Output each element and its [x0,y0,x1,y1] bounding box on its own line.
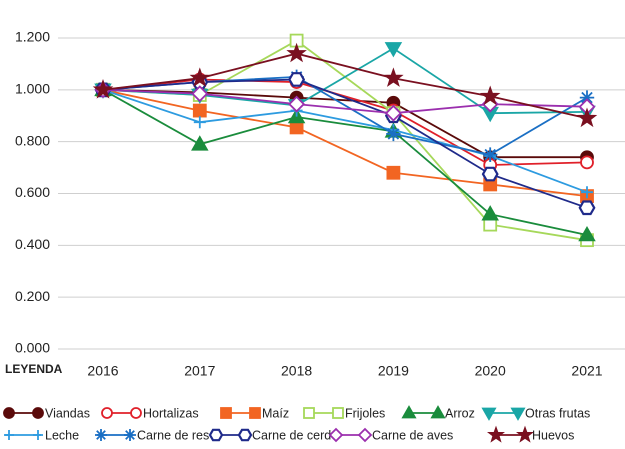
y-tick-label: 1.200 [15,29,50,45]
series-line [102,78,588,209]
marker [328,427,344,443]
marker [481,407,497,421]
legend-label: Carne de res [137,428,209,442]
series-line [102,52,588,120]
x-tick-label: 2017 [184,363,215,379]
legend-label: Leche [45,428,79,442]
series-line [102,89,588,236]
y-tick-label: 0.800 [15,132,50,148]
marker [479,85,501,106]
marker [192,103,207,118]
legend-title: LEYENDA [5,362,63,376]
marker [487,425,505,443]
y-tick-label: 1.000 [15,81,50,97]
marker [578,225,596,242]
marker [288,72,306,87]
legend-label: Otras frutas [525,406,590,420]
marker [130,407,142,419]
series-line [102,75,588,156]
marker [303,407,315,419]
marker [384,104,402,122]
marker [401,405,417,419]
marker [510,407,526,421]
marker [286,42,307,63]
marker [193,116,206,129]
y-tick-label: 0.200 [15,288,50,304]
marker [578,200,596,216]
legend-label: Huevos [532,428,574,442]
y-tick-label: 0.600 [15,184,50,200]
marker [516,425,534,443]
x-tick-label: 2018 [281,363,312,379]
legend-label: Carne de cerdo [252,428,338,442]
marker [191,85,209,103]
series-line [102,88,588,197]
marker [92,78,114,99]
legend-label: Hortalizas [143,406,199,420]
marker [332,407,344,419]
x-tick-label: 2020 [475,363,506,379]
marker [288,95,306,113]
marker [481,166,499,182]
series-line [102,47,588,115]
marker [383,67,404,87]
marker [579,90,595,105]
series-line [102,88,588,194]
marker [249,407,261,419]
marker [101,407,113,419]
marker [33,430,43,440]
marker [386,126,401,142]
y-tick-label: 0.400 [15,236,50,252]
x-tick-label: 2016 [87,363,118,379]
marker [576,107,598,128]
series-line [102,88,588,115]
marker [357,427,373,443]
marker [580,155,594,170]
legend-label: Carne de aves [372,428,453,442]
legend-label: Arroz [445,406,475,420]
legend-label: Maíz [262,406,289,420]
marker [208,428,224,442]
marker [32,407,44,419]
marker [189,67,211,87]
marker [124,429,136,441]
y-tick-label: 0.000 [15,340,50,356]
marker [4,430,14,440]
marker [483,147,498,162]
marker [384,42,403,58]
marker [220,407,232,419]
series-line [102,78,588,166]
marker [386,165,401,180]
marker [3,407,15,419]
series-line [102,88,587,159]
legend-label: Frijoles [345,406,385,420]
legend-label: Viandas [45,406,90,420]
x-tick-label: 2021 [571,363,602,379]
marker [581,186,593,199]
marker [237,428,253,442]
marker [481,205,499,221]
marker [95,429,107,441]
x-tick-label: 2019 [378,363,409,379]
marker [191,135,209,151]
marker [430,405,446,419]
